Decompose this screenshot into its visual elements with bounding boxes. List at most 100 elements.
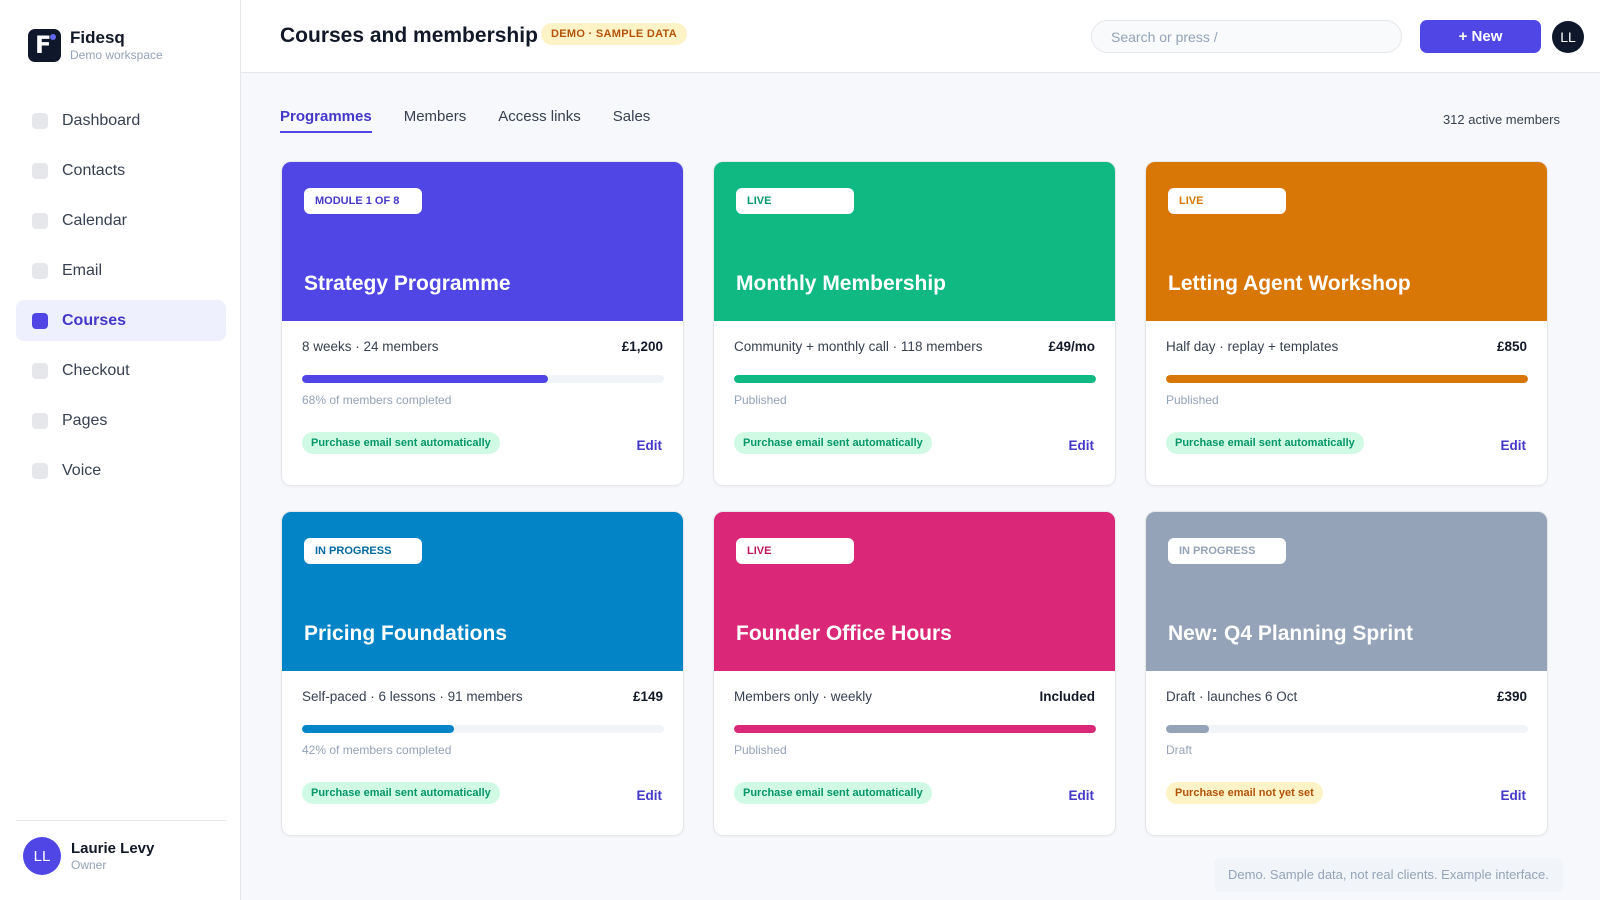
card-price: Included xyxy=(1039,689,1095,704)
top-header: Courses and membership DEMO · SAMPLE DAT… xyxy=(241,0,1600,73)
courses-icon xyxy=(32,312,48,329)
card-status-badge: LIVE xyxy=(736,188,854,214)
user-name: Laurie Levy xyxy=(71,839,155,857)
card-progress-status: Published xyxy=(1166,393,1219,407)
demo-badge: DEMO · SAMPLE DATA xyxy=(541,23,687,45)
progress-fill xyxy=(734,725,1096,733)
programme-card[interactable]: IN PROGRESS New: Q4 Planning Sprint Draf… xyxy=(1145,511,1548,836)
card-price: £1,200 xyxy=(621,339,663,354)
dashboard-icon xyxy=(32,112,48,129)
brand[interactable]: F Fidesq Demo workspace xyxy=(28,28,163,62)
sidebar-item-label: Courses xyxy=(62,311,127,329)
sidebar-item-courses[interactable]: Courses xyxy=(16,300,226,341)
programme-card[interactable]: MODULE 1 OF 8 Strategy Programme 8 weeks… xyxy=(281,161,684,486)
progress-fill xyxy=(302,375,549,383)
card-meta: Draft · launches 6 Oct xyxy=(1166,689,1298,704)
edit-link[interactable]: Edit xyxy=(636,788,663,803)
card-progress-status: 68% of members completed xyxy=(302,393,452,407)
purchase-email-badge: Purchase email sent automatically xyxy=(302,782,500,804)
sidebar-item-voice[interactable]: Voice xyxy=(16,450,226,491)
new-button[interactable]: + New xyxy=(1420,20,1541,53)
purchase-email-badge: Purchase email sent automatically xyxy=(302,432,500,454)
edit-link[interactable]: Edit xyxy=(1500,788,1527,803)
card-header: MODULE 1 OF 8 Strategy Programme xyxy=(282,162,683,321)
page-title: Courses and membership xyxy=(280,24,538,47)
programme-card[interactable]: LIVE Monthly Membership Community + mont… xyxy=(713,161,1116,486)
header-avatar[interactable]: LL xyxy=(1552,21,1584,53)
sidebar: F Fidesq Demo workspace Dashboard Contac… xyxy=(0,0,241,900)
tab-access-links[interactable]: Access links xyxy=(498,108,581,125)
edit-link[interactable]: Edit xyxy=(636,438,663,453)
demo-disclaimer: Demo. Sample data, not real clients. Exa… xyxy=(1214,858,1563,892)
card-progress-status: Published xyxy=(734,393,787,407)
search-input[interactable] xyxy=(1091,20,1402,53)
tab-members[interactable]: Members xyxy=(403,108,467,125)
card-meta: Community + monthly call · 118 members xyxy=(734,339,983,354)
user-role: Owner xyxy=(71,857,107,872)
card-header: IN PROGRESS New: Q4 Planning Sprint xyxy=(1146,512,1547,671)
card-status-badge: IN PROGRESS xyxy=(1168,538,1286,564)
sidebar-item-label: Checkout xyxy=(62,361,130,379)
sidebar-item-checkout[interactable]: Checkout xyxy=(16,350,226,391)
sidebar-item-email[interactable]: Email xyxy=(16,250,226,291)
user-profile[interactable]: LL Laurie Levy Owner xyxy=(16,820,226,875)
brand-logo-letter: F xyxy=(35,30,52,59)
progress-bar xyxy=(302,375,664,383)
tab-programmes[interactable]: Programmes xyxy=(280,108,372,133)
brand-logo-icon: F xyxy=(28,28,61,62)
card-price: £390 xyxy=(1496,689,1527,704)
contacts-icon xyxy=(32,162,48,179)
sidebar-item-calendar[interactable]: Calendar xyxy=(16,200,226,241)
card-progress-status: Draft xyxy=(1166,743,1193,757)
programme-card[interactable]: LIVE Founder Office Hours Members only ·… xyxy=(713,511,1116,836)
card-status-badge: MODULE 1 OF 8 xyxy=(304,188,422,214)
sidebar-item-label: Dashboard xyxy=(62,111,141,129)
progress-bar xyxy=(734,375,1096,383)
card-header: LIVE Letting Agent Workshop xyxy=(1146,162,1547,321)
voice-icon xyxy=(32,462,48,479)
sidebar-item-label: Contacts xyxy=(62,161,126,179)
active-members-count: 312 active members xyxy=(1442,112,1560,127)
sidebar-item-label: Voice xyxy=(62,461,102,479)
sidebar-item-dashboard[interactable]: Dashboard xyxy=(16,100,226,141)
purchase-email-badge: Purchase email not yet set xyxy=(1166,782,1323,804)
edit-link[interactable]: Edit xyxy=(1500,438,1527,453)
card-price: £850 xyxy=(1496,339,1527,354)
card-meta: 8 weeks · 24 members xyxy=(302,339,439,354)
card-title: Strategy Programme xyxy=(304,272,511,295)
card-title: New: Q4 Planning Sprint xyxy=(1168,622,1414,645)
progress-bar xyxy=(1166,725,1528,733)
card-status-badge: LIVE xyxy=(736,538,854,564)
card-header: IN PROGRESS Pricing Foundations xyxy=(282,512,683,671)
sidebar-item-label: Pages xyxy=(62,411,108,429)
progress-fill xyxy=(302,725,455,733)
progress-bar xyxy=(302,725,664,733)
edit-link[interactable]: Edit xyxy=(1068,788,1095,803)
progress-fill xyxy=(1166,375,1528,383)
programme-card[interactable]: IN PROGRESS Pricing Foundations Self-pac… xyxy=(281,511,684,836)
card-status-badge: IN PROGRESS xyxy=(304,538,422,564)
progress-bar xyxy=(734,725,1096,733)
card-progress-status: 42% of members completed xyxy=(302,743,452,757)
sidebar-item-pages[interactable]: Pages xyxy=(16,400,226,441)
sidebar-item-contacts[interactable]: Contacts xyxy=(16,150,226,191)
card-status-badge: LIVE xyxy=(1168,188,1286,214)
purchase-email-badge: Purchase email sent automatically xyxy=(734,432,932,454)
card-title: Letting Agent Workshop xyxy=(1168,272,1411,295)
card-header: LIVE Founder Office Hours xyxy=(714,512,1115,671)
card-meta: Self-paced · 6 lessons · 91 members xyxy=(302,689,523,704)
card-title: Founder Office Hours xyxy=(736,622,952,645)
calendar-icon xyxy=(32,212,48,229)
tab-sales[interactable]: Sales xyxy=(612,108,651,125)
edit-link[interactable]: Edit xyxy=(1068,438,1095,453)
card-title: Monthly Membership xyxy=(736,272,947,295)
card-progress-status: Published xyxy=(734,743,787,757)
card-price: £49/mo xyxy=(1048,339,1095,354)
workspace-name: Demo workspace xyxy=(70,48,163,62)
progress-fill xyxy=(734,375,1096,383)
progress-fill xyxy=(1166,725,1210,733)
programme-card[interactable]: LIVE Letting Agent Workshop Half day · r… xyxy=(1145,161,1548,486)
brand-logo-dot xyxy=(50,33,56,40)
sidebar-item-label: Email xyxy=(62,261,103,279)
sidebar-nav: Dashboard Contacts Calendar Email Course… xyxy=(16,100,226,500)
